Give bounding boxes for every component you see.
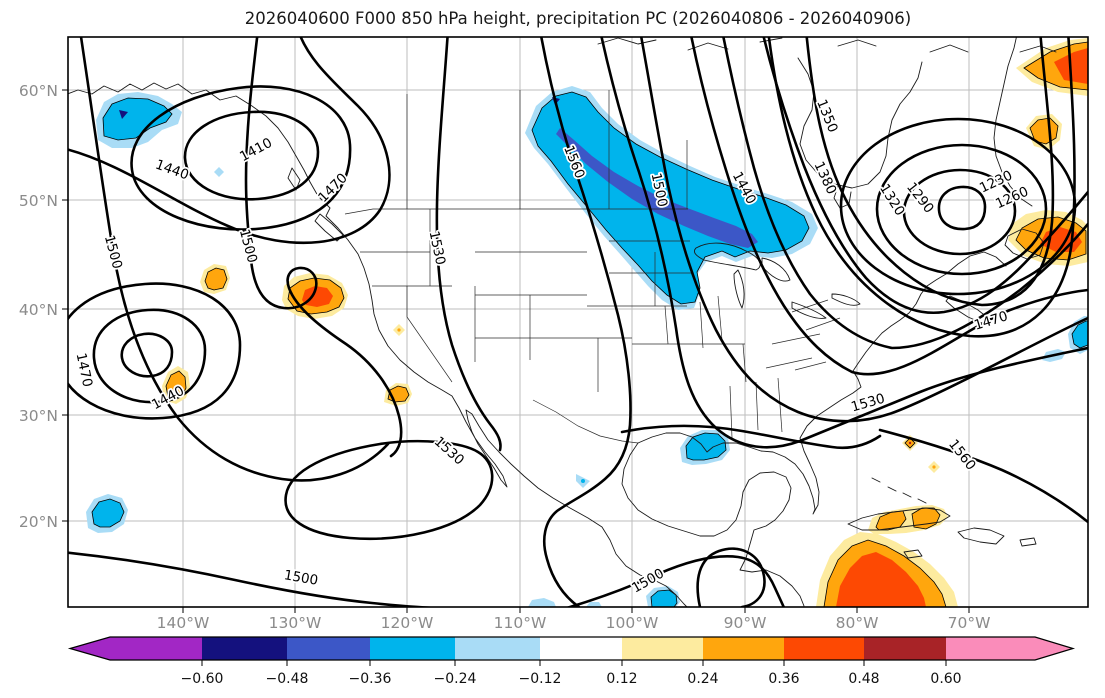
colorbar-tick-label: −0.24 (434, 671, 477, 687)
y-axis-tick-label: 30°N (19, 407, 58, 425)
colorbar-tick-label: 0.12 (606, 671, 637, 687)
x-axis-tick-label: 80°W (836, 614, 879, 632)
colorbar-segment (370, 637, 455, 660)
y-axis-tick-label: 60°N (19, 82, 58, 100)
colorbar-tick-label: 0.60 (930, 671, 961, 687)
colorbar-segment (540, 637, 622, 660)
colorbar-ticks (201, 660, 947, 666)
colorbar-tick-label: 0.36 (768, 671, 799, 687)
axis-ticks (62, 89, 970, 613)
x-axis-tick-label: 90°W (724, 614, 767, 632)
colorbar-segment (784, 637, 864, 660)
colorbar-tick-label: −0.48 (266, 671, 309, 687)
x-axis-tick-label: 110°W (494, 614, 547, 632)
colorbar: −0.60 −0.48 −0.36 −0.24 −0.12 0.12 0.24 … (67, 636, 1076, 687)
colorbar-labels: −0.60 −0.48 −0.36 −0.24 −0.12 0.12 0.24 … (181, 671, 962, 687)
colorbar-tick-label: 0.48 (848, 671, 879, 687)
colorbar-segment (622, 637, 703, 660)
height-contours (68, 37, 1088, 607)
y-axis-tick-label: 20°N (19, 513, 58, 531)
y-axis-tick-label: 40°N (19, 301, 58, 319)
colorbar-arrow-right (946, 637, 1073, 660)
x-axis-tick-label: 130°W (269, 614, 322, 632)
x-axis-tick-label: 120°W (381, 614, 434, 632)
map-frame (67, 36, 1089, 608)
colorbar-tick-label: −0.60 (181, 671, 224, 687)
y-axis: 60°N 50°N 40°N 30°N 20°N (19, 82, 58, 531)
colorbar-segment (287, 637, 370, 660)
figure-title: 2026040600 F000 850 hPa height, precipit… (245, 9, 911, 28)
colorbar-segment (703, 637, 784, 660)
colorbar-tick-label: −0.36 (349, 671, 392, 687)
colorbar-arrow-left (70, 637, 202, 660)
colorbar-segment (455, 637, 540, 660)
x-axis-tick-label: 140°W (157, 614, 210, 632)
colorbar-tick-label: 0.24 (687, 671, 718, 687)
colorbar-segment (202, 637, 287, 660)
colorbar-tick-label: −0.12 (519, 671, 562, 687)
colorbar-outline (67, 636, 1076, 661)
y-axis-tick-label: 50°N (19, 192, 58, 210)
x-axis-tick-label: 70°W (948, 614, 991, 632)
state-borders (344, 90, 841, 444)
colorbar-segment (864, 637, 946, 660)
x-axis-tick-label: 100°W (606, 614, 659, 632)
x-axis: 140°W 130°W 120°W 110°W 100°W 90°W 80°W … (157, 614, 991, 632)
